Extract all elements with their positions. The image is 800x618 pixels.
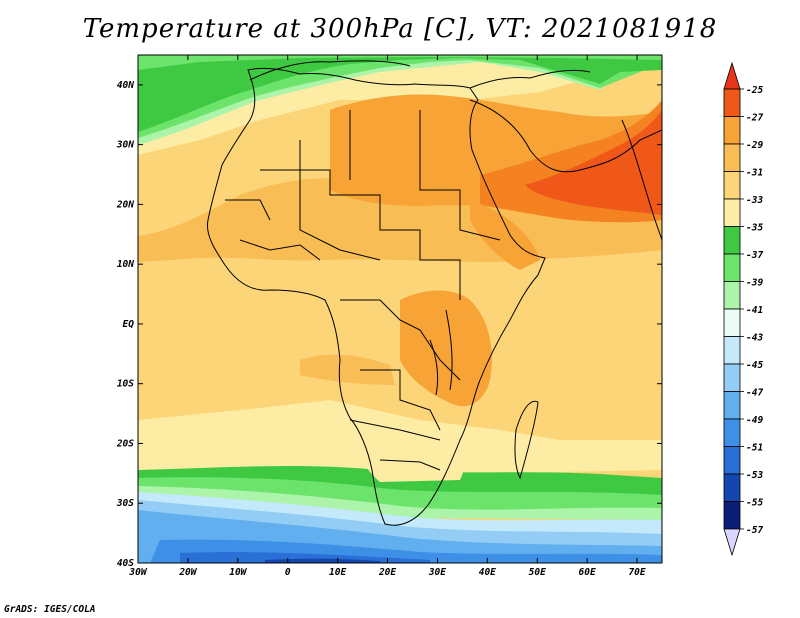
colorbar-label: -53 (746, 470, 763, 481)
colorbar-label: -47 (746, 388, 763, 399)
colorbar-label: -45 (746, 360, 763, 371)
coastlines (206, 60, 662, 526)
x-axis: 30W 20W 10W 0 10E 20E 30E 40E 50E 60E 70E (128, 55, 646, 578)
colorbar: -25 -27 -29 -31 -33 -35 -37 -39 -41 -43 -45 -47 -49 -… (723, 61, 763, 557)
colorbar-swatch (723, 253, 741, 282)
colorbar-label: -31 (746, 168, 763, 179)
y-tick-label: 20N (116, 199, 134, 210)
plot-frame (137, 54, 663, 564)
y-tick-label: 10S (117, 379, 134, 390)
colorbar-label: -25 (746, 85, 763, 96)
colorbar-swatch (723, 308, 741, 337)
colorbar-swatch (723, 143, 741, 172)
x-tick-label: 0 (285, 567, 291, 578)
y-tick-label: 20S (116, 438, 134, 449)
x-tick-label: 50E (529, 567, 546, 578)
x-tick-label: 30W (128, 567, 147, 578)
colorbar-swatch (723, 336, 741, 365)
colorbar-label: -37 (746, 250, 763, 261)
colorbar-bottom-arrow (723, 528, 741, 557)
y-tick-label: 40S (117, 558, 134, 569)
x-tick-label: 20W (178, 567, 197, 578)
x-tick-label: 30E (428, 567, 446, 578)
y-tick-label: 30S (116, 498, 134, 509)
x-tick-label: 70E (628, 567, 645, 578)
colorbar-swatch (723, 116, 741, 145)
y-tick-label: 40N (117, 80, 134, 91)
colorbar-label: -35 (746, 223, 763, 234)
colorbar-label: -33 (746, 195, 763, 206)
x-tick-label: 20E (378, 567, 396, 578)
x-tick-label: 40E (479, 567, 496, 578)
colorbar-top-arrow (723, 61, 741, 90)
temperature-field (138, 55, 662, 563)
colorbar-label: -49 (746, 415, 763, 426)
y-axis: 40N 30N 20N 10N EQ 10S 20S 30S 40S (116, 80, 662, 569)
x-tick-label: 10W (229, 567, 247, 578)
map-title: Temperature at 300hPa [C], VT: 202108191… (82, 14, 718, 44)
colorbar-swatch (723, 363, 741, 392)
colorbar-label: -29 (746, 140, 763, 151)
colorbar-label: -39 (746, 278, 763, 289)
colorbar-swatch (723, 473, 741, 502)
colorbar-swatch (723, 391, 741, 420)
x-tick-label: 60E (579, 567, 596, 578)
colorbar-label: -51 (746, 443, 763, 454)
colorbar-swatch (723, 501, 741, 530)
y-tick-label: 30N (116, 140, 134, 151)
colorbar-swatch (723, 198, 741, 227)
colorbar-swatch (723, 281, 741, 310)
colorbar-label: -55 (746, 498, 763, 509)
y-tick-label: 10N (117, 259, 134, 270)
colorbar-label: -41 (746, 305, 763, 316)
grads-credit: GrADS: IGES/COLA (4, 604, 96, 615)
colorbar-swatch (723, 418, 741, 447)
colorbar-swatch (723, 226, 741, 255)
colorbar-swatch (723, 171, 741, 200)
colorbar-swatch (723, 88, 741, 117)
x-tick-label: 10E (329, 567, 346, 578)
colorbar-label: -57 (746, 525, 763, 536)
y-tick-label: EQ (123, 319, 135, 330)
colorbar-swatch (723, 446, 741, 475)
colorbar-label: -43 (746, 333, 763, 344)
colorbar-label: -27 (746, 113, 763, 124)
